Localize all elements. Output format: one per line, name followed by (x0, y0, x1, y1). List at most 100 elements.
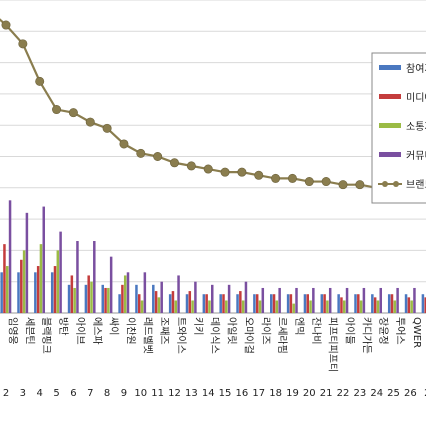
bar (272, 294, 276, 313)
bar (289, 294, 293, 313)
bar (154, 291, 158, 313)
bar (36, 266, 40, 313)
rank-labels: 2 3 4 5 6 7 8 9 10 11 12 13 14 15 16 17 18 19 20 21 22 23 24 25… (3, 388, 426, 399)
rank-label: 8 (104, 388, 110, 399)
line-point (68, 108, 78, 118)
line-point (304, 177, 314, 187)
bar (121, 284, 124, 313)
line-point (321, 177, 331, 187)
bars (0, 200, 426, 313)
legend-label: 참여지 (406, 63, 426, 75)
rank-label: 2 (424, 388, 426, 399)
bar (0, 272, 3, 313)
line-point (170, 158, 180, 168)
bar (295, 287, 298, 313)
bar (171, 291, 175, 313)
bar (104, 287, 107, 313)
x-tick-label: 이찬원 (124, 317, 136, 345)
bar (101, 284, 104, 313)
rank-label: 24 (370, 388, 383, 399)
bar (320, 294, 324, 313)
bar (6, 266, 9, 313)
rank-label: 9 (121, 388, 127, 399)
bar (168, 294, 172, 313)
x-tick-label: 라이즈 (259, 317, 271, 345)
bar (323, 294, 326, 313)
legend-swatch (379, 123, 401, 128)
x-tick-label: 임영웅 (7, 317, 20, 345)
legend-swatch (379, 65, 401, 70)
rank-label: 17 (252, 388, 265, 399)
bar (326, 300, 329, 313)
line-point (355, 180, 365, 190)
x-tick-label: 엔믹 (293, 317, 305, 335)
bar (306, 294, 309, 313)
legend-swatch (379, 94, 401, 99)
bar (359, 300, 363, 313)
line-point (254, 170, 264, 180)
x-tick-label: 데이식스 (209, 317, 221, 354)
bar (340, 297, 343, 313)
rank-label: 26 (404, 388, 417, 399)
bar (118, 294, 121, 313)
bar (76, 241, 79, 313)
bar (87, 275, 90, 313)
bar (413, 287, 416, 313)
rank-label: 6 (70, 388, 76, 399)
legend-swatch-point (393, 181, 399, 187)
rank-label: 22 (337, 388, 350, 399)
x-tick-label: 아이브 (74, 317, 86, 345)
bar (157, 297, 161, 313)
line-point (220, 167, 230, 177)
rank-label: 14 (202, 388, 215, 399)
bar (407, 297, 411, 313)
bar (8, 200, 12, 313)
rank-label: 21 (320, 388, 333, 399)
bar (278, 287, 281, 313)
x-tick-label: 투어스 (394, 317, 406, 345)
line-point (186, 161, 196, 171)
bar (219, 294, 222, 313)
bar (387, 294, 391, 313)
bar (373, 297, 377, 313)
bar (286, 294, 290, 313)
line-series (0, 18, 426, 196)
bar (194, 281, 197, 313)
x-tick-label: 조째즈 (158, 317, 170, 345)
bar (123, 275, 127, 313)
x-tick-label: 오마이걸 (242, 317, 255, 354)
rank-label: 23 (353, 388, 366, 399)
bar (227, 284, 231, 313)
legend-label: 브랜드 (406, 179, 426, 191)
legend-swatch (379, 152, 401, 157)
line-point (203, 164, 213, 174)
rank-label: 12 (168, 388, 181, 399)
line-point (287, 173, 297, 183)
bar (20, 259, 23, 313)
bar (270, 294, 273, 313)
rank-label: 25 (387, 388, 400, 399)
rank-label: 3 (20, 388, 26, 399)
x-tick-label: 키키 (192, 317, 204, 335)
bar (174, 300, 177, 313)
bar (160, 281, 163, 313)
bar (3, 244, 6, 313)
bar (34, 272, 37, 313)
line-point (153, 152, 163, 162)
bar (303, 294, 307, 313)
bar (292, 303, 295, 313)
bar (345, 287, 349, 313)
bar (107, 287, 110, 313)
gridlines (0, 0, 426, 314)
bar (309, 300, 312, 313)
bar (84, 284, 88, 313)
x-tick-label: 피프티피프티 (327, 317, 339, 372)
rank-label: 4 (37, 388, 43, 399)
x-tick-label: 잔나비 (310, 317, 322, 345)
x-tick-label: 트와이스 (175, 317, 187, 354)
bar (421, 294, 425, 313)
bar (337, 294, 340, 313)
rank-label: 16 (236, 388, 249, 399)
bar (239, 291, 242, 313)
